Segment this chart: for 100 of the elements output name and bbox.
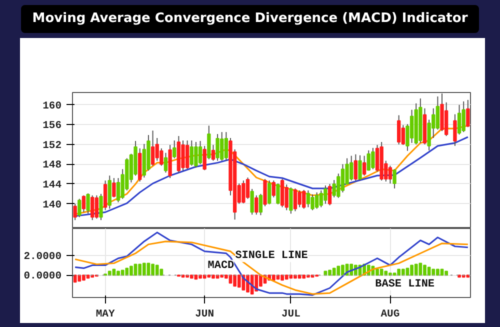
candlestick (314, 192, 319, 210)
candlestick (263, 178, 267, 207)
candlestick (332, 180, 336, 198)
candlestick (436, 96, 440, 130)
candlestick (268, 180, 272, 205)
candlestick (94, 194, 99, 220)
bar (108, 270, 112, 276)
candlestick (185, 140, 190, 170)
candlestick (211, 144, 216, 162)
bar (142, 262, 146, 276)
candlestick (397, 114, 401, 145)
y-tick-label: 152 (42, 140, 62, 152)
candlestick (164, 152, 168, 174)
bar (302, 274, 306, 279)
candlestick (410, 109, 414, 144)
y-tick-label: 0.0000 (24, 270, 62, 283)
candlestick (254, 194, 258, 216)
candlestick (388, 165, 392, 184)
bar (384, 270, 388, 276)
candlestick (73, 203, 77, 221)
candlestick (453, 114, 457, 146)
annotation: BASE LINE (375, 278, 435, 290)
candlestick (324, 184, 328, 204)
candlestick (112, 178, 116, 198)
candlestick (371, 147, 375, 170)
bar (78, 274, 82, 282)
bar (332, 268, 336, 276)
x-tick-label: AUG (380, 308, 400, 320)
bar (202, 274, 206, 279)
x-tick-label: MAY (96, 308, 116, 320)
x-tick-label: JUL (281, 308, 300, 320)
bar (406, 268, 410, 276)
bar (444, 270, 448, 276)
candlestick (202, 145, 206, 171)
line-series (74, 232, 469, 296)
bar (120, 270, 124, 276)
bar (125, 268, 129, 276)
bar (401, 268, 405, 276)
bar (160, 268, 164, 276)
annotation: SINGLE LINE (235, 250, 308, 262)
bar (272, 274, 276, 281)
candlestick (457, 104, 462, 136)
candlestick (276, 182, 280, 205)
candlestick (258, 193, 263, 216)
bar (397, 268, 401, 276)
candlestick (306, 190, 310, 208)
candlestick (99, 193, 103, 221)
candlestick (362, 155, 366, 176)
bar (289, 274, 293, 279)
candlestick (392, 168, 396, 189)
candlestick (86, 192, 90, 214)
candlestick (116, 178, 120, 203)
y-tick-label: 148 (42, 160, 62, 172)
candlestick (90, 194, 94, 221)
candlestick (328, 183, 332, 206)
candlestick (462, 100, 466, 133)
candlestick (150, 130, 155, 166)
candlestick (310, 194, 314, 211)
candlestick (198, 140, 202, 165)
y-tick-label: 156 (42, 120, 62, 132)
line-series (74, 240, 469, 295)
candlestick (284, 184, 288, 211)
candlestick (78, 198, 82, 218)
bar (284, 274, 288, 280)
bar (138, 264, 142, 276)
y-tick-label: 160 (42, 100, 62, 112)
candlestick (216, 134, 220, 162)
y-tick-label: 144 (42, 179, 62, 192)
candlestick (181, 140, 185, 172)
annotation: MACD (208, 260, 235, 272)
candlestick (172, 140, 176, 159)
candlestick (289, 186, 293, 214)
candlestick (298, 190, 302, 208)
bar (73, 274, 77, 283)
candlestick (103, 180, 108, 211)
candlestick (246, 177, 250, 200)
bar (380, 268, 384, 276)
candlestick (272, 180, 276, 198)
bar (194, 274, 198, 280)
candlestick (340, 164, 345, 193)
bar (414, 264, 418, 276)
y-tick-label: 2.0000 (24, 250, 62, 263)
candlestick (207, 125, 211, 160)
candlestick (82, 194, 86, 213)
bar (418, 262, 422, 276)
bar (336, 266, 340, 276)
bar (155, 264, 159, 276)
candlestick (358, 154, 362, 182)
candlestick (354, 154, 358, 182)
bar (146, 262, 150, 276)
bar (440, 268, 444, 276)
candlestick (293, 188, 298, 212)
candlestick (194, 141, 198, 168)
candlestick (444, 102, 448, 137)
bar (237, 274, 241, 288)
bar (432, 268, 436, 276)
y-tick-label: 140 (42, 199, 62, 212)
chart-title: Moving Average Convergence Divergence (MACD) Indicator (32, 10, 468, 28)
bar (86, 274, 90, 279)
bar (298, 274, 302, 279)
